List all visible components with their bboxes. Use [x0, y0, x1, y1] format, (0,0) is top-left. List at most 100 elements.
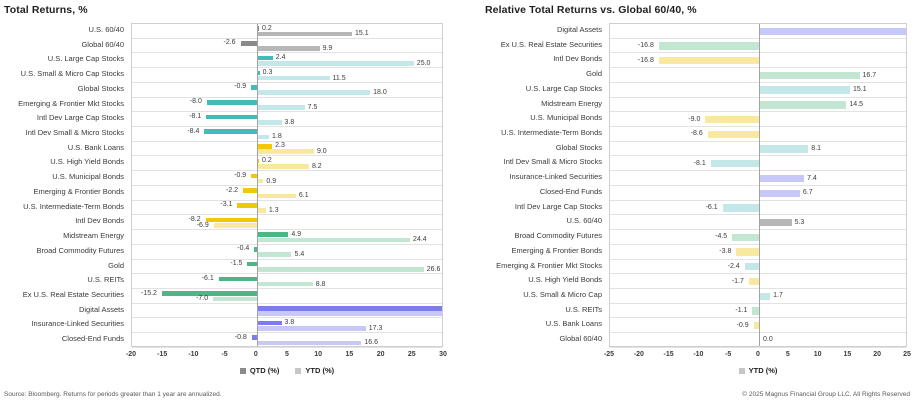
axis-tick: -25 [603, 351, 615, 358]
axis-tick: 10 [813, 351, 822, 358]
category-label: Digital Assets [556, 25, 602, 34]
ytd-bar [257, 267, 424, 272]
chart-row: -3.8 [610, 245, 906, 260]
qtd-bar [251, 335, 257, 341]
category-label: U.S. REITs [565, 304, 602, 314]
qtd-bar [240, 41, 257, 46]
zero-axis-line [759, 24, 760, 346]
value-label: 0.0 [763, 336, 773, 344]
value-label: -16.8 [637, 56, 654, 64]
qtd-bar [161, 291, 257, 296]
chart-row: -8.6 [610, 127, 906, 142]
category-label: U.S. Small & Micro Cap [523, 289, 602, 299]
value-label: 11.5 [332, 74, 346, 82]
chart-row: 3.8 17.3 [132, 318, 442, 334]
value-label: 6.1 [298, 192, 309, 200]
category-labels: Digital Assets Ex U.S. Real Estate Securi… [456, 23, 606, 347]
value-bar [752, 307, 759, 315]
value-label: -6.9 [196, 221, 209, 229]
value-bar [759, 27, 906, 35]
ytd-bar [257, 149, 314, 154]
value-label: -3.1 [220, 201, 233, 209]
chart-row: 0.2 15.1 [132, 24, 442, 39]
value-bar [760, 86, 850, 94]
category-label: Global Stocks [77, 83, 124, 93]
category-label: Insurance-Linked Securities [509, 172, 602, 182]
category-label: Insurance-Linked Securities [31, 319, 124, 329]
value-label: -1.5 [230, 260, 243, 268]
qtd-bar [257, 26, 260, 31]
category-label: U.S. Municipal Bonds [52, 172, 124, 182]
value-label: -6.1 [201, 274, 214, 282]
value-label: -2.6 [223, 39, 236, 47]
chart-row: -0.9 [610, 318, 906, 334]
ytd-bar [257, 75, 330, 81]
axis-tick: -10 [693, 351, 704, 358]
chart-row: -8.2 -6.9 [132, 215, 442, 231]
value-bar [732, 233, 759, 242]
legend-label: YTD (%) [748, 366, 778, 375]
ytd-bar [257, 252, 292, 257]
value-label: 4.9 [291, 230, 302, 238]
value-label: 3.8 [284, 118, 295, 126]
axis-tick: 15 [345, 351, 354, 358]
chart-row: -2.6 9.9 [132, 39, 442, 54]
value-bar [760, 292, 771, 300]
value-label: -1.7 [731, 277, 744, 285]
chart-row: -1.5 26.6 [132, 260, 442, 275]
axis-tick: 15 [843, 351, 852, 358]
ytd-bar [257, 164, 309, 169]
category-label: U.S. 60/40 [88, 25, 124, 34]
chart-row: -8.1 [610, 156, 906, 172]
value-label: -0.9 [736, 321, 749, 329]
legend: QTD (%) YTD (%) [131, 366, 443, 375]
value-label: 16.6 [364, 339, 378, 347]
plot-area: 0.2 15.1 -2.6 9.9 2.4 25.0 0.3 11.5 -0.9 18.0 -8.0… [131, 23, 443, 348]
category-label: Global 60/40 [559, 334, 602, 344]
axis-tick: -15 [157, 351, 168, 358]
value-label: 0.9 [266, 177, 277, 185]
value-bar [658, 42, 759, 50]
category-label: Emerging & Frontier Bonds [33, 186, 124, 196]
category-label: U.S. High Yield Bonds [528, 275, 602, 285]
value-label: -0.8 [234, 333, 247, 341]
category-label: Intl Dev Bonds [553, 54, 602, 64]
category-label: Emerging & Frontier Bonds [511, 245, 602, 255]
qtd-bar [254, 247, 257, 252]
chart-row: 5.3 [610, 215, 906, 231]
chart-row: 2.3 9.0 [132, 142, 442, 157]
value-bar [707, 130, 759, 139]
axis-tick: 0 [253, 351, 258, 358]
qtd-bar [257, 70, 260, 76]
value-label: 16.7 [862, 71, 877, 79]
ytd-bar [257, 237, 411, 243]
qtd-bar [243, 188, 257, 193]
value-label: 25.0 [416, 59, 431, 67]
axis-tick: 25 [903, 351, 911, 358]
value-label: 26.6 [426, 265, 441, 273]
chart-row: -1.1 [610, 304, 906, 319]
ytd-bar [256, 311, 442, 316]
axis-tick: -10 [188, 351, 199, 358]
qtd-bar [257, 158, 260, 164]
chart-row: 0.0 [610, 333, 906, 348]
category-label: U.S. Small & Micro Cap Stocks [20, 69, 124, 79]
chart-row: 7.4 [610, 171, 906, 186]
legend-item-ytd: YTD (%) [738, 366, 778, 375]
value-bar [760, 218, 792, 227]
chart-row: -0.9 0.9 [132, 171, 442, 186]
value-label: 9.9 [322, 45, 333, 53]
ytd-bar [257, 281, 313, 287]
legend-label: QTD (%) [249, 366, 280, 375]
chart-row: -3.1 1.3 [132, 201, 442, 216]
qtd-bar [237, 203, 257, 208]
axis-tick: 10 [314, 351, 323, 358]
zero-axis-line [256, 24, 258, 346]
qtd-bar [257, 320, 282, 326]
qtd-bar [251, 173, 257, 179]
chart-row: -16.8 [610, 39, 906, 54]
category-label: Gold [108, 260, 124, 270]
category-label: U.S. 60/40 [566, 216, 602, 226]
category-label: Emerging & Frontier Mkt Stocks [18, 98, 124, 108]
chart-row: -8.0 7.5 [132, 98, 442, 113]
